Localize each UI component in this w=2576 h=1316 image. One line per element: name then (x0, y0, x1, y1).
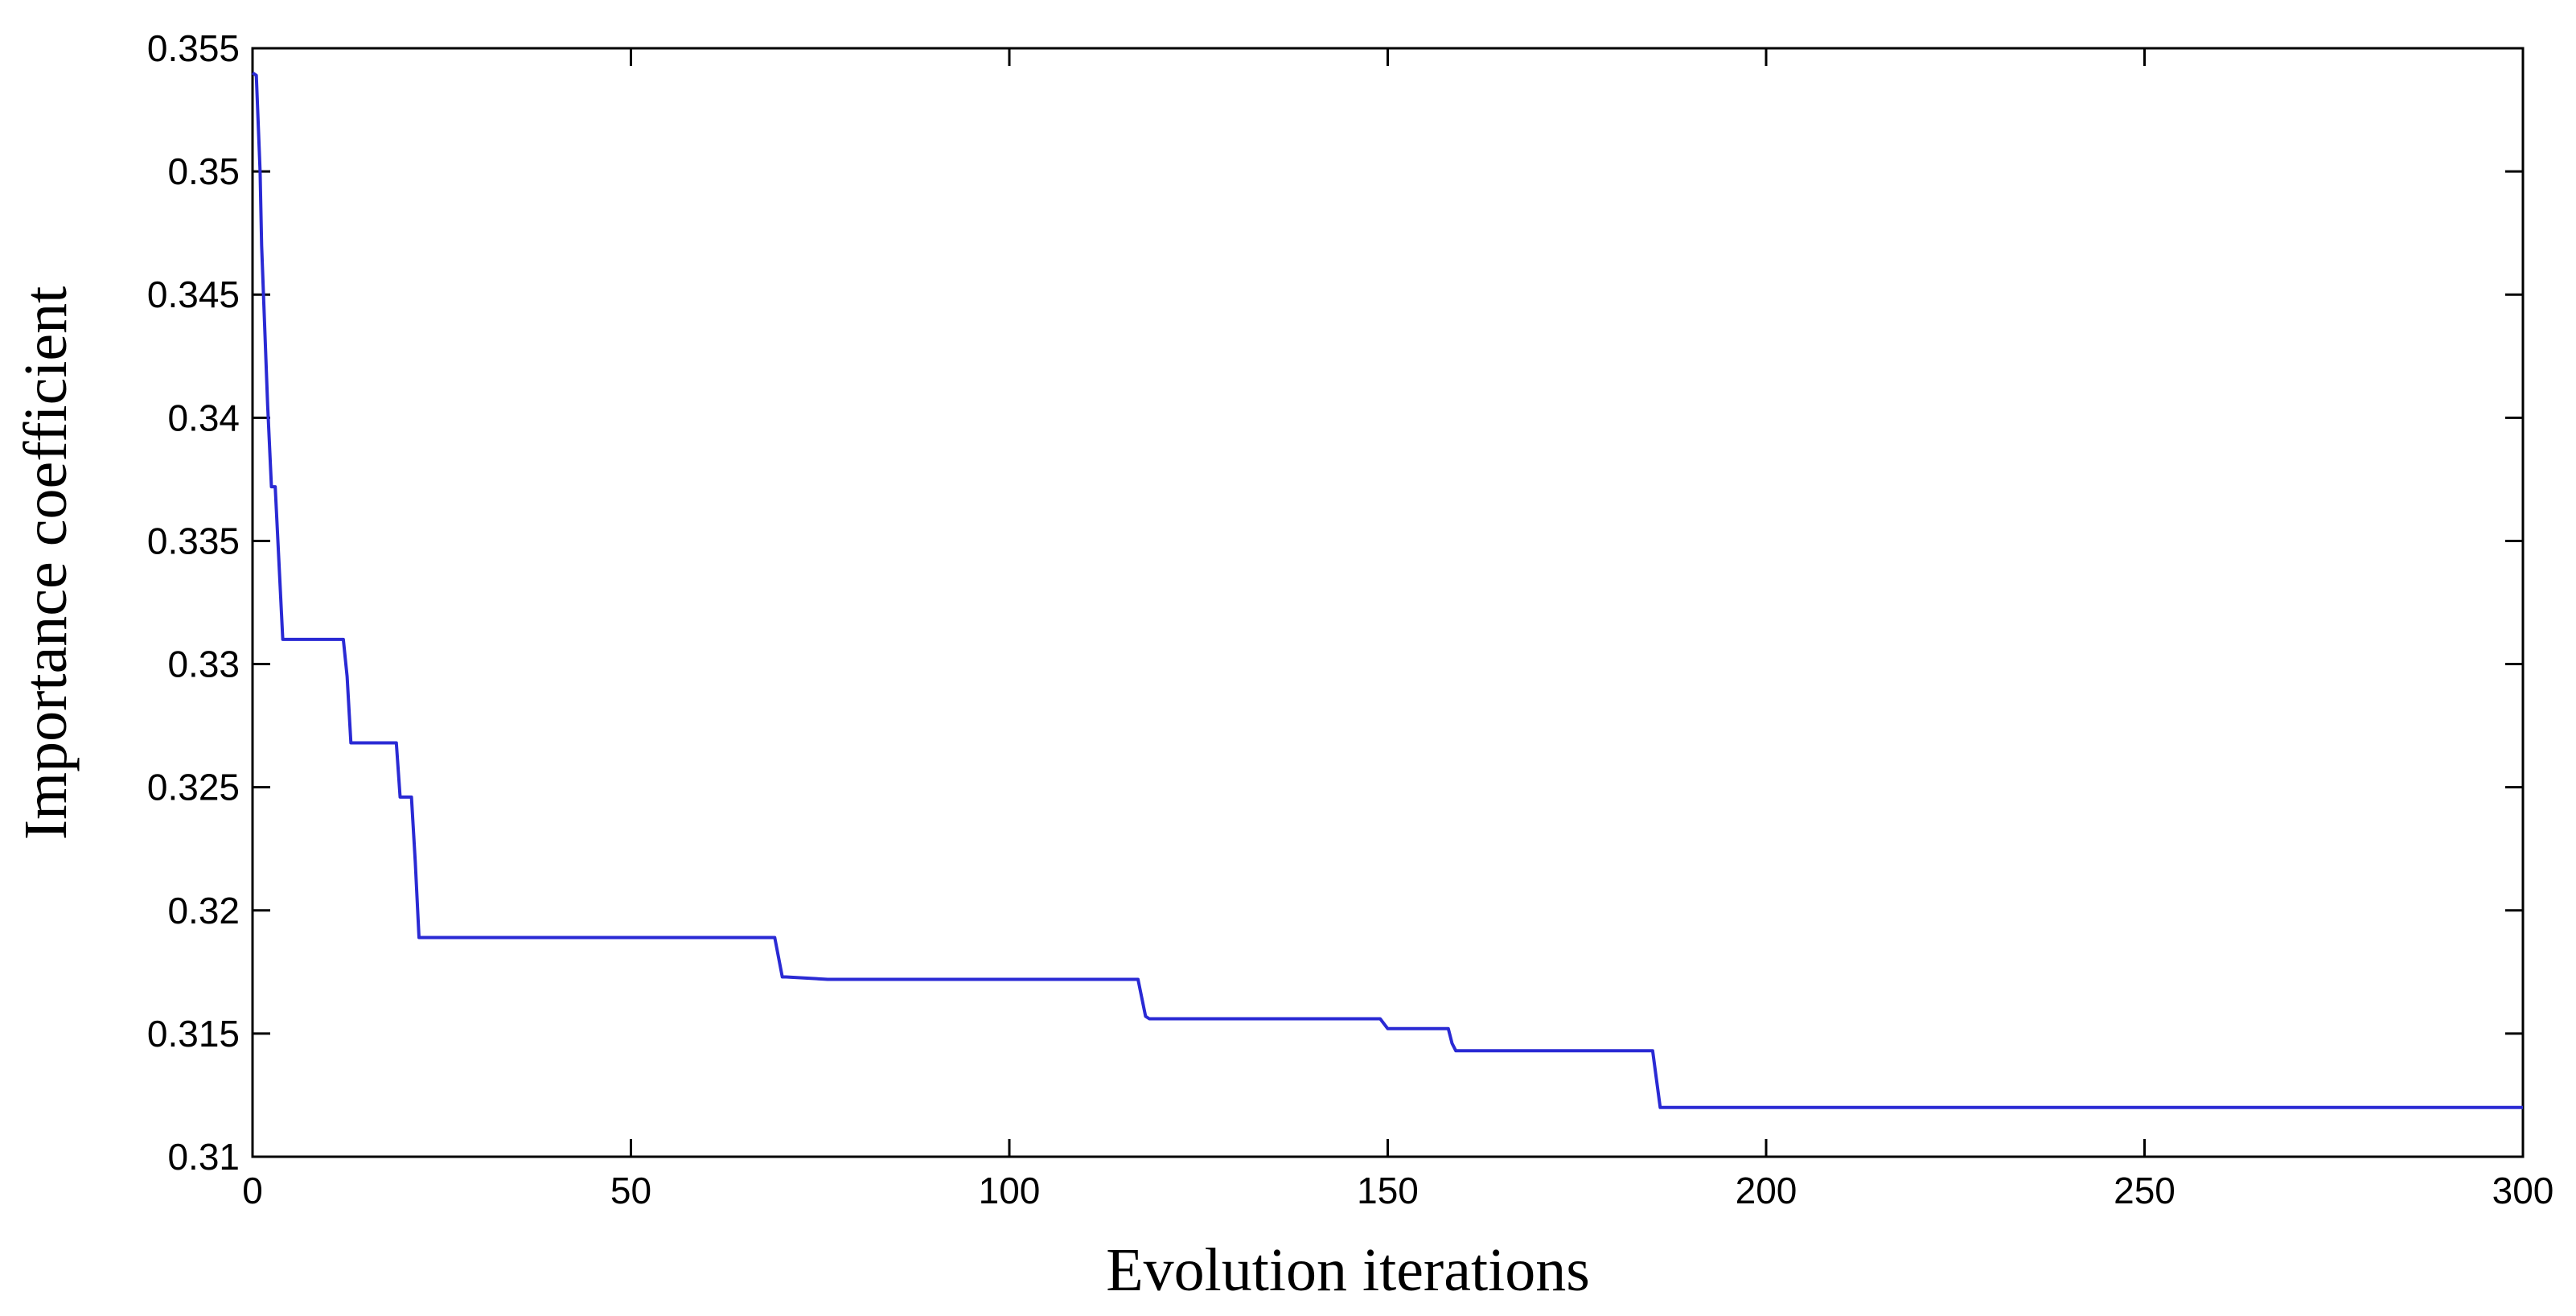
y-axis-title: Importance coefficient (12, 286, 80, 841)
y-tick-label: 0.34 (167, 397, 240, 438)
x-tick-label: 50 (610, 1170, 651, 1211)
x-axis-title: Evolution iterations (1106, 1236, 1590, 1304)
y-tick-label: 0.355 (147, 27, 240, 69)
x-tick-label: 300 (2492, 1170, 2554, 1211)
x-tick-label: 100 (979, 1170, 1041, 1211)
y-tick-label: 0.335 (147, 520, 240, 561)
y-tick-label: 0.32 (167, 890, 240, 931)
series-line (251, 71, 2523, 1109)
tick-labels: 0 50 100 150 200 250 300 0.31 0.315 0.32 0.325 0.33… (147, 27, 2554, 1211)
ticks (251, 47, 2525, 1158)
y-tick-label: 0.325 (147, 767, 240, 808)
y-tick-label: 0.315 (147, 1013, 240, 1055)
x-tick-label: 150 (1357, 1170, 1419, 1211)
y-tick-label: 0.35 (167, 150, 240, 192)
plot-area (251, 47, 2525, 1158)
x-tick-label: 200 (1736, 1170, 1797, 1211)
series (251, 71, 2523, 1109)
y-tick-label: 0.345 (147, 273, 240, 315)
y-tick-label: 0.33 (167, 644, 240, 685)
y-tick-label: 0.31 (167, 1136, 240, 1178)
x-tick-label: 250 (2114, 1170, 2175, 1211)
x-tick-label: 0 (242, 1170, 263, 1211)
